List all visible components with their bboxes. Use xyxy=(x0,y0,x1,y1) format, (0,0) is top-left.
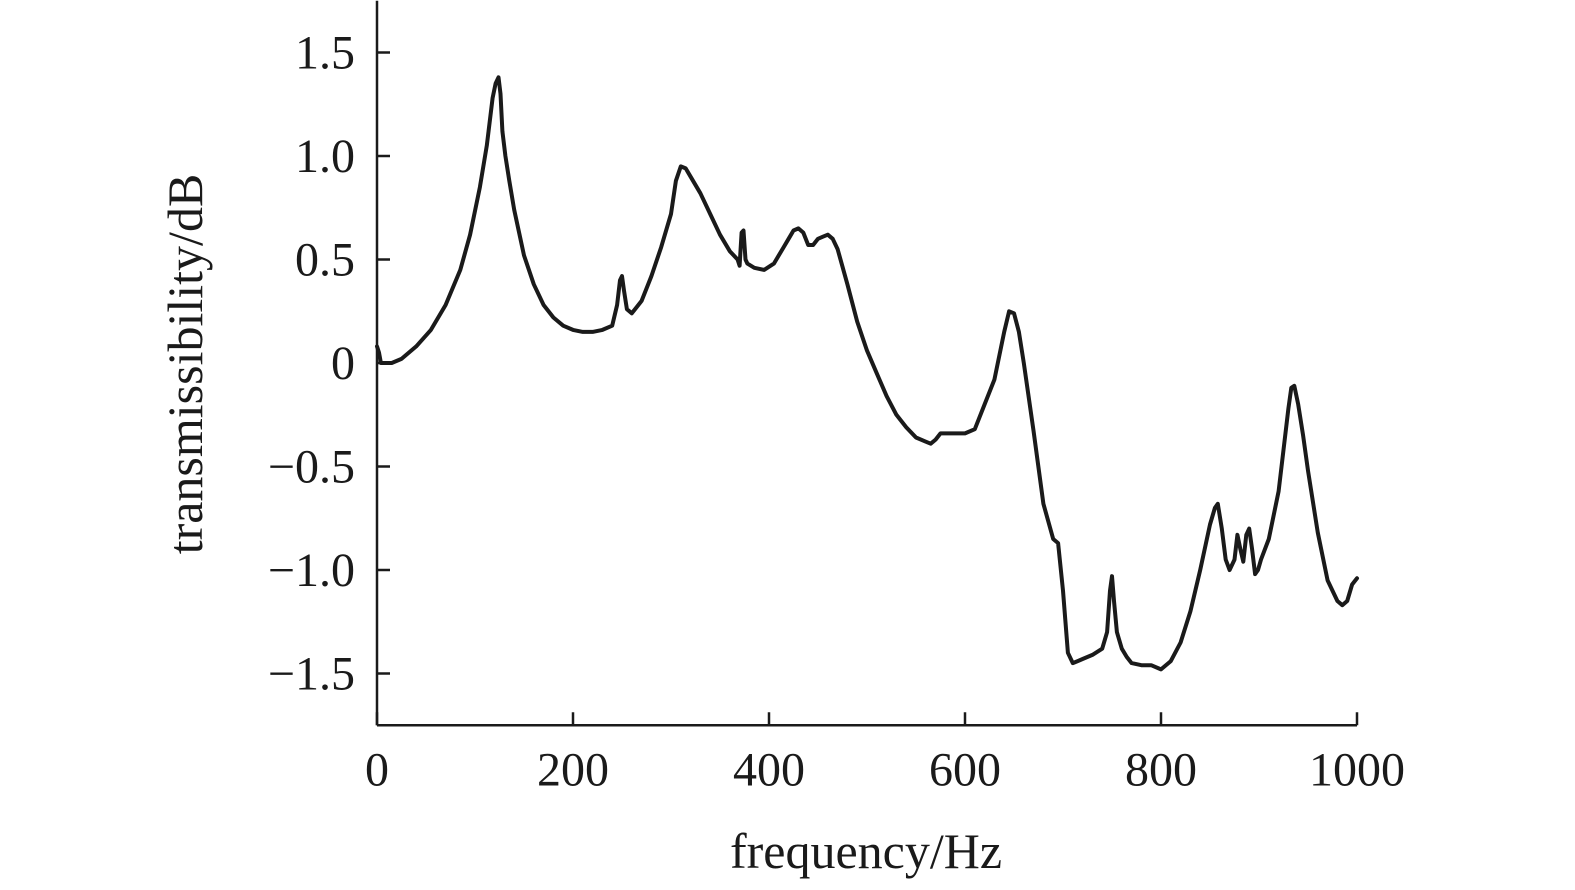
x-tick-label: 600 xyxy=(929,743,1001,796)
y-tick-label: −0.5 xyxy=(268,441,355,494)
x-axis-ticks: 0 200 400 600 800 1000 xyxy=(365,712,1405,796)
x-tick-label: 200 xyxy=(537,743,609,796)
y-tick-label: 0.5 xyxy=(295,234,355,287)
y-tick-label: −1.0 xyxy=(268,544,355,597)
series-line-0 xyxy=(375,75,1359,672)
y-axis-label: transmissibility/dB xyxy=(157,174,213,555)
y-tick-label: −1.5 xyxy=(268,648,355,701)
y-axis-ticks: 1.5 1.0 0.5 0 −0.5 −1.0 −1.5 xyxy=(268,27,390,701)
plot-area xyxy=(375,75,1359,672)
y-tick-label: 1.0 xyxy=(295,130,355,183)
y-tick-label: 1.5 xyxy=(295,27,355,80)
x-axis-label: frequency/Hz xyxy=(730,823,1002,879)
x-tick-label: 400 xyxy=(733,743,805,796)
x-tick-label: 800 xyxy=(1125,743,1197,796)
x-tick-label: 1000 xyxy=(1309,743,1405,796)
x-tick-label: 0 xyxy=(365,743,389,796)
chart-axes xyxy=(375,0,1357,727)
y-tick-label: 0 xyxy=(331,337,355,390)
